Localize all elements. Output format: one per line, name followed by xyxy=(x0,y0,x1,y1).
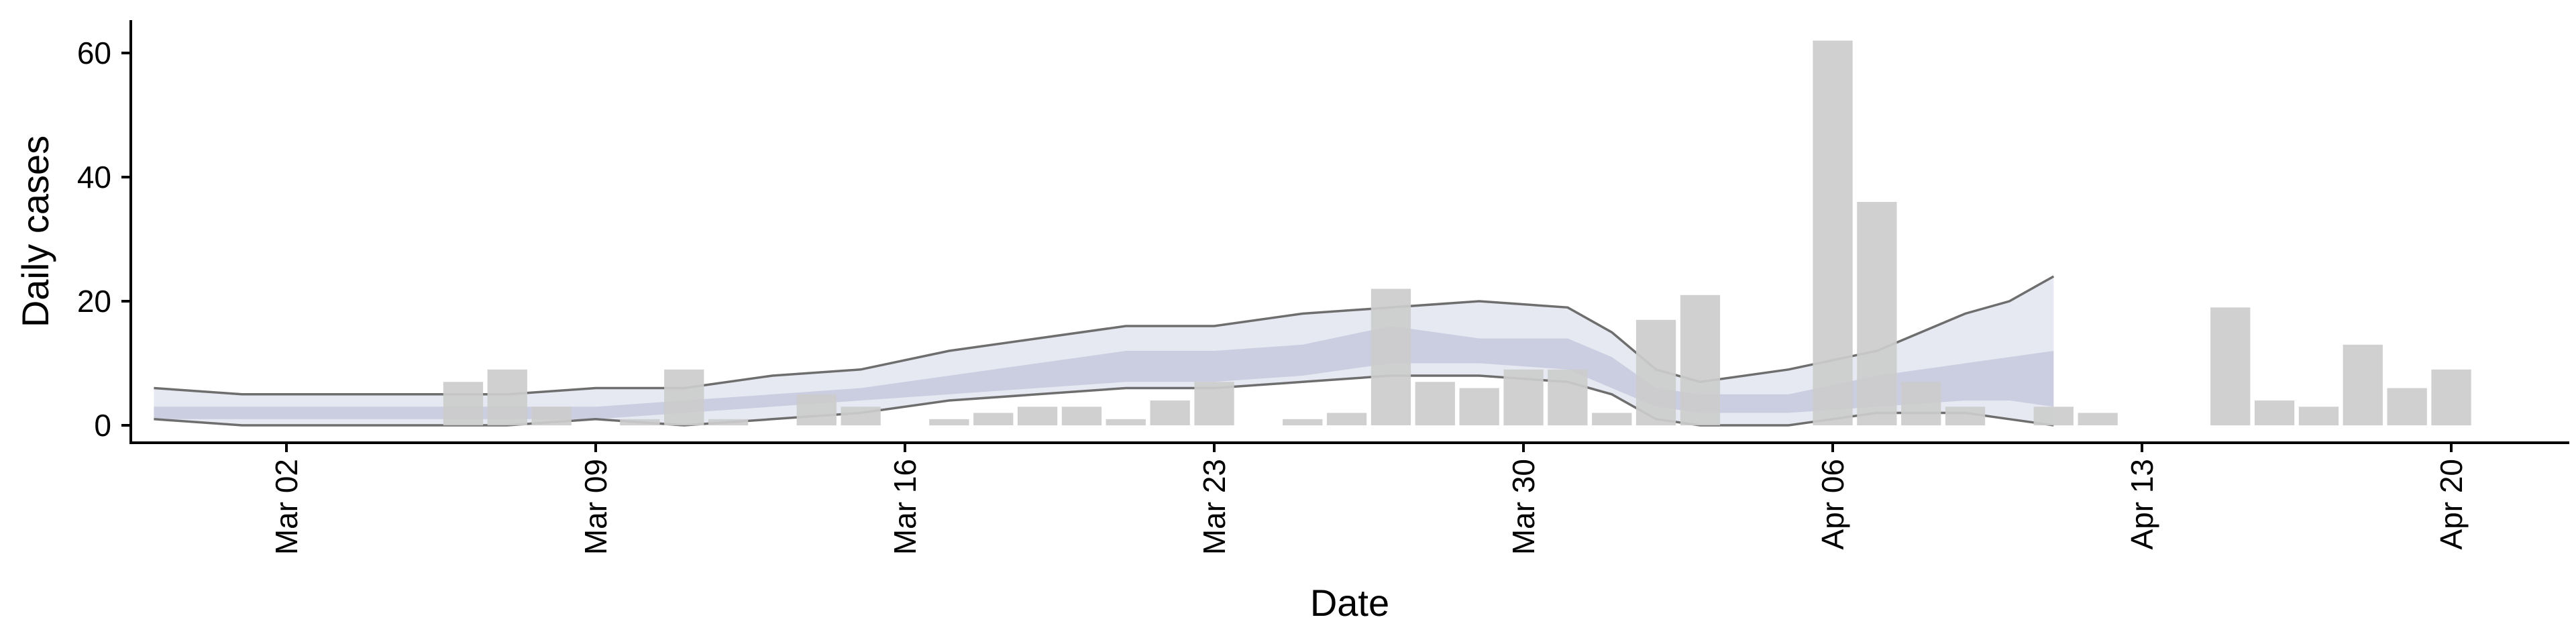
bar-2020-04-01 xyxy=(1592,413,1632,425)
y-tick-label: 20 xyxy=(77,284,111,319)
x-axis-title: Date xyxy=(1310,582,1389,624)
bar-2020-03-18 xyxy=(973,413,1014,425)
x-tick-label: Mar 02 xyxy=(269,459,304,555)
bar-2020-03-29 xyxy=(1459,388,1499,425)
bar-2020-04-12 xyxy=(2078,413,2118,425)
bar-2020-04-07 xyxy=(1857,202,1897,425)
x-tick-label: Mar 23 xyxy=(1197,459,1232,555)
bar-2020-03-10 xyxy=(620,419,660,426)
bar-2020-03-27 xyxy=(1371,288,1411,425)
bar-2020-03-20 xyxy=(1061,407,1102,426)
y-tick-label: 60 xyxy=(77,36,111,70)
bar-2020-03-15 xyxy=(841,407,881,426)
bar-2020-04-08 xyxy=(1901,382,1941,426)
y-tick-label: 40 xyxy=(77,160,111,195)
bar-2020-04-09 xyxy=(1945,407,1986,426)
x-tick-label: Mar 30 xyxy=(1506,459,1541,555)
bar-2020-04-20 xyxy=(2431,369,2471,426)
y-axis-title: Daily cases xyxy=(14,136,56,327)
bar-2020-03-07 xyxy=(487,369,527,426)
bar-2020-03-30 xyxy=(1503,369,1544,426)
bar-2020-04-06 xyxy=(1813,40,1853,425)
bar-2020-04-16 xyxy=(2254,400,2295,425)
ticks-layer: 0 20 40 60 Mar 02 Mar 09 Mar 16 Mar 23 Mar 30 Apr… xyxy=(77,36,2469,555)
x-tick-label: Apr 06 xyxy=(1815,459,1850,550)
bar-2020-03-23 xyxy=(1194,382,1234,426)
bar-2020-04-11 xyxy=(2033,407,2074,426)
bar-2020-03-14 xyxy=(796,394,837,426)
bar-2020-03-06 xyxy=(443,382,484,426)
bar-2020-03-28 xyxy=(1415,382,1455,426)
axes-layer xyxy=(129,20,2569,444)
bar-2020-04-18 xyxy=(2343,344,2383,426)
x-tick-label: Apr 13 xyxy=(2125,459,2159,550)
x-tick-label: Apr 20 xyxy=(2434,459,2469,550)
bar-2020-03-25 xyxy=(1283,419,1323,426)
bar-2020-03-21 xyxy=(1106,419,1146,426)
bars-layer xyxy=(443,40,2471,426)
bar-2020-04-03 xyxy=(1680,294,1721,426)
bar-2020-03-22 xyxy=(1150,400,1190,425)
forecast-band-layer xyxy=(154,275,2055,427)
x-tick-label: Mar 09 xyxy=(578,459,613,555)
bar-2020-03-26 xyxy=(1326,413,1367,425)
inner-interval-band xyxy=(154,326,2054,419)
x-tick-label: Mar 16 xyxy=(888,459,922,555)
bar-2020-03-08 xyxy=(531,407,572,426)
bar-2020-04-19 xyxy=(2387,388,2427,425)
bar-2020-03-12 xyxy=(708,419,749,426)
bar-2020-04-17 xyxy=(2298,407,2339,426)
bar-2020-03-11 xyxy=(664,369,704,426)
bar-2020-03-31 xyxy=(1548,369,1588,426)
bar-2020-03-17 xyxy=(929,419,969,426)
bar-2020-04-15 xyxy=(2210,307,2251,426)
bar-2020-03-19 xyxy=(1017,407,1058,426)
y-tick-label: 0 xyxy=(94,408,111,443)
bar-2020-04-02 xyxy=(1635,319,1676,426)
